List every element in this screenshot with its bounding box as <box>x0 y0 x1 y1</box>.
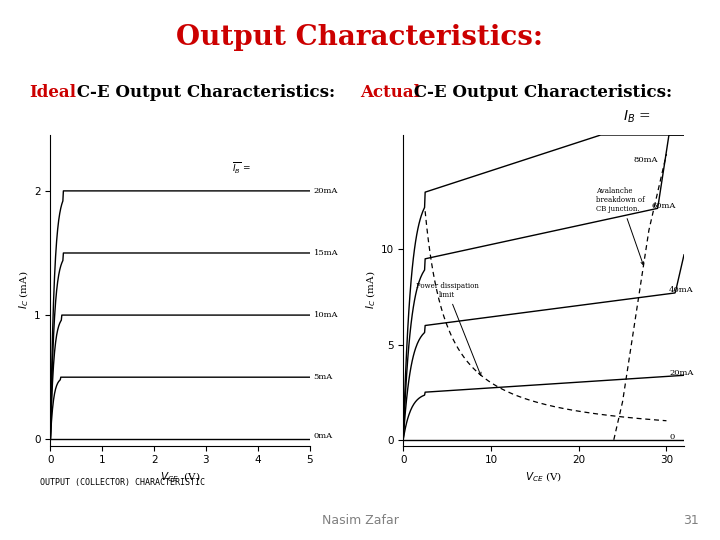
Text: C-E Output Characteristics:: C-E Output Characteristics: <box>408 84 672 100</box>
Text: 80mA: 80mA <box>634 156 659 164</box>
Text: Avalanche
breakdown of
CB junction.: Avalanche breakdown of CB junction. <box>596 187 645 265</box>
Text: $\overline{I_B}$ =: $\overline{I_B}$ = <box>232 160 251 176</box>
Text: 40mA: 40mA <box>669 286 693 294</box>
Text: $I_B$ =: $I_B$ = <box>623 109 650 125</box>
Text: Nasim Zafar: Nasim Zafar <box>322 514 398 526</box>
Text: Ideal: Ideal <box>29 84 76 100</box>
Text: Actual: Actual <box>360 84 420 100</box>
Text: 0: 0 <box>669 433 675 441</box>
Text: 31: 31 <box>683 514 698 526</box>
Text: C-E Output Characteristics:: C-E Output Characteristics: <box>71 84 336 100</box>
Text: 5mA: 5mA <box>314 373 333 381</box>
Text: 10mA: 10mA <box>314 311 338 319</box>
Text: Output Characteristics:: Output Characteristics: <box>176 24 544 51</box>
X-axis label: $V_{CE}$  (V): $V_{CE}$ (V) <box>160 471 200 484</box>
Y-axis label: $I_C$ (mA): $I_C$ (mA) <box>18 271 31 309</box>
X-axis label: $V_{CE}$ (V): $V_{CE}$ (V) <box>525 471 562 484</box>
Text: 15mA: 15mA <box>314 249 338 257</box>
Text: OUTPUT (COLLECTOR) CHARACTERISTIC: OUTPUT (COLLECTOR) CHARACTERISTIC <box>40 478 204 487</box>
Text: 60mA: 60mA <box>652 202 676 211</box>
Text: 20mA: 20mA <box>314 187 338 195</box>
Y-axis label: $I_C$ (mA): $I_C$ (mA) <box>364 271 377 309</box>
Text: 20mA: 20mA <box>669 369 693 376</box>
Text: Power dissipation
limit: Power dissipation limit <box>415 282 481 375</box>
Text: 0mA: 0mA <box>314 431 333 440</box>
